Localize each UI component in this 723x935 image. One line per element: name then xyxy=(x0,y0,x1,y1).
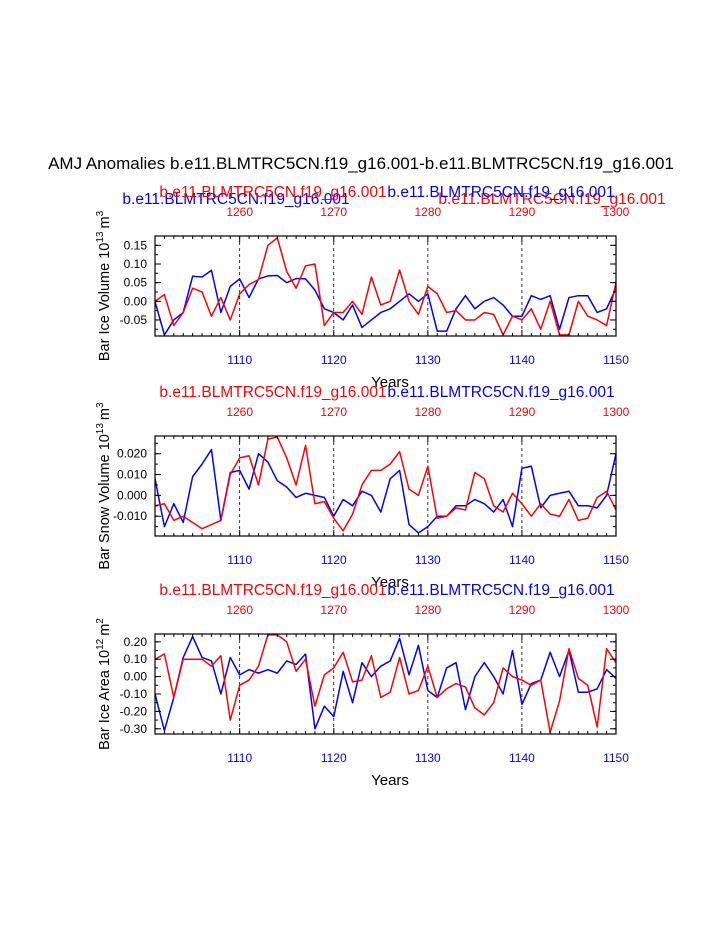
top-tick-label: 1260 xyxy=(226,205,253,219)
plot-frame xyxy=(154,633,617,735)
y-tick-label: 0.20 xyxy=(124,635,148,649)
x-axis-title: Years xyxy=(371,772,409,789)
x-axis-title: Years xyxy=(371,374,409,391)
y-tick-label: 0.10 xyxy=(124,257,148,271)
y-axis-title: Bar Ice Volume 1013 m3 xyxy=(95,210,113,361)
y-axis-title-unit-exponent: 2 xyxy=(95,618,106,624)
y-tick-label: 0.05 xyxy=(124,276,148,290)
y-tick-label: -0.05 xyxy=(120,313,148,327)
top-tick-label: 1270 xyxy=(320,205,347,219)
x-tick-label: 1110 xyxy=(227,353,252,367)
y-tick-label: -0.10 xyxy=(120,687,148,701)
y-tick-label: 0.000 xyxy=(117,488,147,502)
y-tick-label: -0.010 xyxy=(113,509,147,523)
x-tick-label: 1120 xyxy=(321,353,347,367)
y-tick-label: 0.010 xyxy=(117,468,147,482)
y-axis-title-text: Bar Snow Volume 10 xyxy=(97,434,113,569)
series-label-blue: b.e11.BLMTRC5CN.f19_g16.001 xyxy=(387,384,614,401)
x-axis-title: Years xyxy=(371,574,409,591)
x-tick-label: 1110 xyxy=(227,553,252,567)
top-tick-label: 1300 xyxy=(603,603,630,617)
x-tick-label: 1130 xyxy=(415,553,441,567)
y-axis-title-text: Bar Ice Area 10 xyxy=(97,650,113,750)
top-tick-label: 1260 xyxy=(226,603,253,617)
top-tick-label: 1300 xyxy=(603,205,630,219)
chart-panels: b.e11.BLMTRC5CN.f19_g16.001 b.e11.BLMTRC5… xyxy=(95,184,630,789)
figure-title: AMJ Anomalies b.e11.BLMTRC5CN.f19_g16.00… xyxy=(48,154,674,173)
red-series-line xyxy=(154,237,617,336)
y-axis-title-unit-exponent: 3 xyxy=(95,402,106,408)
y-axis-title-unit: m xyxy=(97,624,113,636)
blue-series-line xyxy=(154,448,617,534)
blue-series-line xyxy=(154,269,617,336)
top-legend-red: b.e11.BLMTRC5CN.f19_g16.001 xyxy=(438,191,665,208)
x-tick-label: 1140 xyxy=(509,553,535,567)
chart-panel-1: b.e11.BLMTRC5CN.f19_g16.001 b.e11.BLMTRC5… xyxy=(95,184,630,391)
y-axis-title-exponent: 12 xyxy=(95,638,106,650)
top-tick-label: 1280 xyxy=(414,405,441,419)
top-tick-label: 1280 xyxy=(414,603,441,617)
y-axis-title-exponent: 13 xyxy=(95,231,106,243)
top-legend-blue: b.e11.BLMTRC5CN.f19_g16.001 xyxy=(122,191,349,208)
x-tick-label: 1120 xyxy=(321,751,347,765)
x-tick-label: 1120 xyxy=(321,553,347,567)
y-tick-label: 0.00 xyxy=(124,670,148,684)
chart-panel-2: b.e11.BLMTRC5CN.f19_g16.001 b.e11.BLMTRC5… xyxy=(95,384,630,591)
top-tick-label: 1270 xyxy=(320,603,347,617)
plot-frame xyxy=(154,435,617,537)
y-tick-label: 0.020 xyxy=(117,447,147,461)
series-label-blue: b.e11.BLMTRC5CN.f19_g16.001 xyxy=(387,184,614,201)
series-label-blue: b.e11.BLMTRC5CN.f19_g16.001 xyxy=(387,582,614,599)
y-axis-title-unit: m xyxy=(97,216,113,228)
x-tick-label: 1150 xyxy=(603,353,629,367)
chart-panel-3: b.e11.BLMTRC5CN.f19_g16.001 b.e11.BLMTRC5… xyxy=(95,582,630,789)
y-axis-title-unit: m xyxy=(97,408,113,420)
top-tick-label: 1290 xyxy=(509,603,536,617)
top-tick-label: 1300 xyxy=(603,405,630,419)
y-axis-title: Bar Ice Area 1012 m2 xyxy=(95,618,113,750)
y-tick-label: 0.10 xyxy=(124,652,148,666)
red-series-line xyxy=(154,634,617,734)
y-tick-label: 0.00 xyxy=(124,294,148,308)
top-tick-label: 1290 xyxy=(509,405,536,419)
y-tick-label: -0.30 xyxy=(120,722,148,736)
series-label-red: b.e11.BLMTRC5CN.f19_g16.001 xyxy=(159,184,386,201)
y-tick-label: -0.20 xyxy=(120,704,148,718)
series-label-red: b.e11.BLMTRC5CN.f19_g16.001 xyxy=(159,384,386,401)
top-tick-label: 1260 xyxy=(226,405,253,419)
x-tick-label: 1140 xyxy=(509,353,535,367)
series-label-red: b.e11.BLMTRC5CN.f19_g16.001 xyxy=(159,582,386,599)
y-tick-label: 0.15 xyxy=(124,238,148,252)
x-tick-label: 1130 xyxy=(415,353,441,367)
top-tick-label: 1280 xyxy=(414,205,441,219)
red-series-line xyxy=(154,436,617,532)
plot-frame xyxy=(154,235,617,337)
x-tick-label: 1140 xyxy=(509,751,535,765)
x-tick-label: 1150 xyxy=(603,751,629,765)
top-tick-label: 1290 xyxy=(509,205,536,219)
y-axis-title: Bar Snow Volume 1013 m3 xyxy=(95,402,113,570)
y-axis-title-text: Bar Ice Volume 10 xyxy=(97,243,113,362)
x-tick-label: 1150 xyxy=(603,553,629,567)
top-tick-label: 1270 xyxy=(320,405,347,419)
x-tick-label: 1110 xyxy=(227,751,252,765)
y-axis-title-unit-exponent: 3 xyxy=(95,210,106,216)
x-tick-label: 1130 xyxy=(415,751,441,765)
y-axis-title-exponent: 13 xyxy=(95,423,106,435)
